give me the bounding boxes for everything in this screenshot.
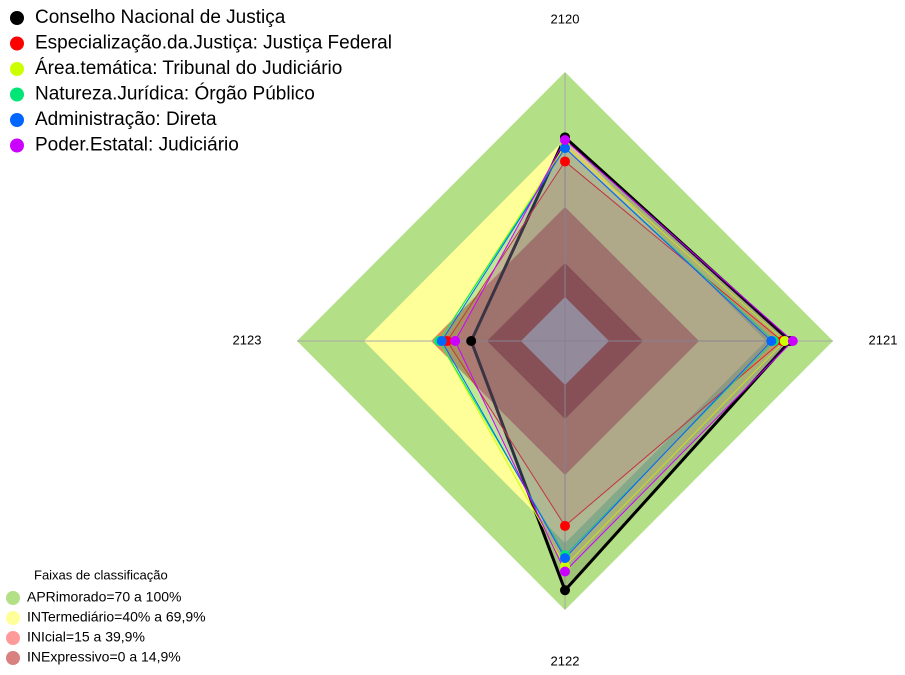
legend-label: Especialização.da.Justiça: Justiça Feder… <box>35 33 392 54</box>
legend-label: Conselho Nacional de Justiça <box>35 7 286 28</box>
band-legend-marker <box>6 651 20 665</box>
legend-marker <box>10 36 24 51</box>
axis-label: 2121 <box>869 332 898 347</box>
legend-marker <box>10 138 24 153</box>
legend-marker <box>10 11 24 25</box>
series-marker <box>560 566 570 577</box>
legend-marker <box>10 62 24 76</box>
series-marker <box>779 336 790 346</box>
series-marker <box>560 143 570 154</box>
series-marker <box>560 520 570 531</box>
series-marker <box>560 156 570 167</box>
series-marker <box>466 336 477 346</box>
series-marker <box>560 585 570 596</box>
legend-marker <box>10 87 24 102</box>
series-marker <box>560 553 570 564</box>
band-legend-label: INTermediário=40% a 69,9% <box>27 609 206 625</box>
band-legend-label: INExpressivo=0 a 14,9% <box>27 649 181 665</box>
legend-marker <box>10 113 24 127</box>
series-marker <box>787 336 798 346</box>
legend-label: Área.temática: Tribunal do Judiciário <box>35 58 342 79</box>
band-legend-marker <box>6 631 20 645</box>
axis-label: 2122 <box>551 653 580 668</box>
axis-label: 2120 <box>551 11 580 26</box>
legend-label: Natureza.Jurídica: Órgão Público <box>35 83 315 105</box>
series-marker <box>766 336 777 346</box>
legend-label: Poder.Estatal: Judiciário <box>35 135 239 156</box>
axis-label: 2123 <box>233 332 262 347</box>
series-marker <box>450 336 461 346</box>
band-legend-title: Faixas de classificação <box>34 567 168 582</box>
series-marker <box>436 336 447 346</box>
band-legend-label: APRimorado=70 a 100% <box>27 589 182 605</box>
series-marker <box>560 135 570 145</box>
legend-label: Administração: Direta <box>35 109 217 130</box>
band-legend-marker <box>6 591 20 605</box>
band-legend-marker <box>6 611 20 625</box>
band-legend-label: INIcial=15 a 39,9% <box>27 629 145 645</box>
